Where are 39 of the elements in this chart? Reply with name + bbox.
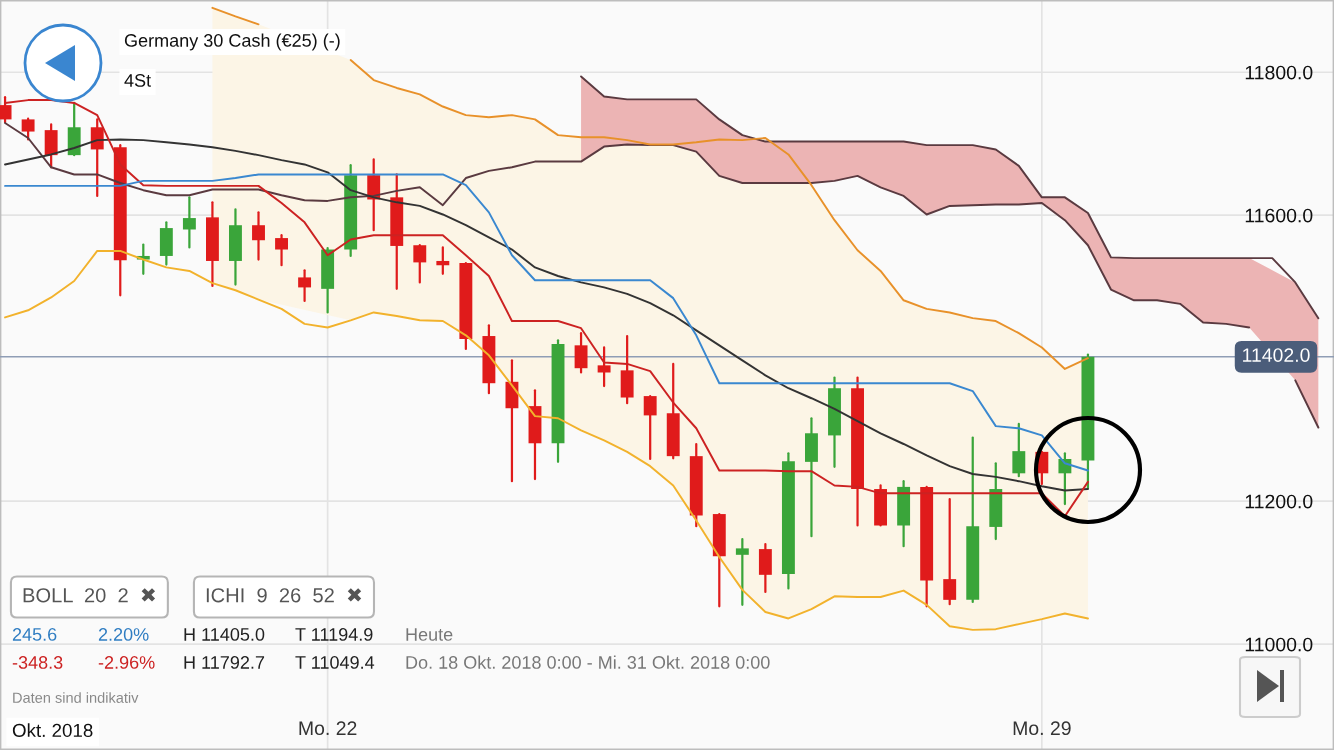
candlestick xyxy=(597,346,611,388)
annotation: T 11049.4 xyxy=(295,656,375,669)
candlestick xyxy=(21,117,35,141)
annotation: BOLL 20 2 ✖ xyxy=(23,588,156,603)
text: 4St xyxy=(124,74,151,87)
candlestick xyxy=(252,211,265,261)
y-tick-label: 11200.0 xyxy=(1245,494,1313,509)
annotation: 2.20% xyxy=(98,628,149,641)
annotation: -348.3 xyxy=(12,656,63,669)
candlestick xyxy=(298,269,312,303)
candlestick xyxy=(574,332,588,374)
candlestick xyxy=(275,234,288,267)
text: Germany 30 Cash (€25) (-) xyxy=(124,33,340,51)
annotation: Okt. 2018 xyxy=(12,723,93,738)
annotation: Do. 18 Okt. 2018 0:00 - Mi. 31 Okt. 2018 0:00 xyxy=(406,655,770,669)
candlestick xyxy=(735,537,749,606)
candlestick xyxy=(0,96,12,124)
candlestick xyxy=(943,497,957,606)
line-series xyxy=(4,173,1089,472)
annotation: -2.96% xyxy=(98,656,155,669)
candlestick xyxy=(413,244,427,284)
annotation: Daten sind indikativ xyxy=(13,692,139,703)
line-series xyxy=(4,99,1089,518)
y-tick-label: 11600.0 xyxy=(1245,208,1313,223)
ref-line-label: 11402.0 xyxy=(1243,348,1310,362)
annotation: H 11792.7 xyxy=(184,656,265,669)
candlestick xyxy=(643,394,657,461)
annotation: T 11194.9 xyxy=(295,628,373,641)
candlestick xyxy=(1012,422,1026,478)
x-tick-label: Mo. 29 xyxy=(1013,721,1071,736)
y-tick-label: 11000.0 xyxy=(1245,637,1313,652)
annotation: 245.6 xyxy=(12,628,57,641)
annotation: Heute xyxy=(406,628,453,641)
x-tick-label: Mo. 22 xyxy=(299,721,357,736)
annotation: ICHI 9 26 52 ✖ xyxy=(206,588,362,603)
y-tick-label: 11800.0 xyxy=(1245,65,1313,80)
annotation: H 11405.0 xyxy=(184,628,265,641)
candlestick xyxy=(182,196,196,249)
candlestick xyxy=(436,246,450,275)
